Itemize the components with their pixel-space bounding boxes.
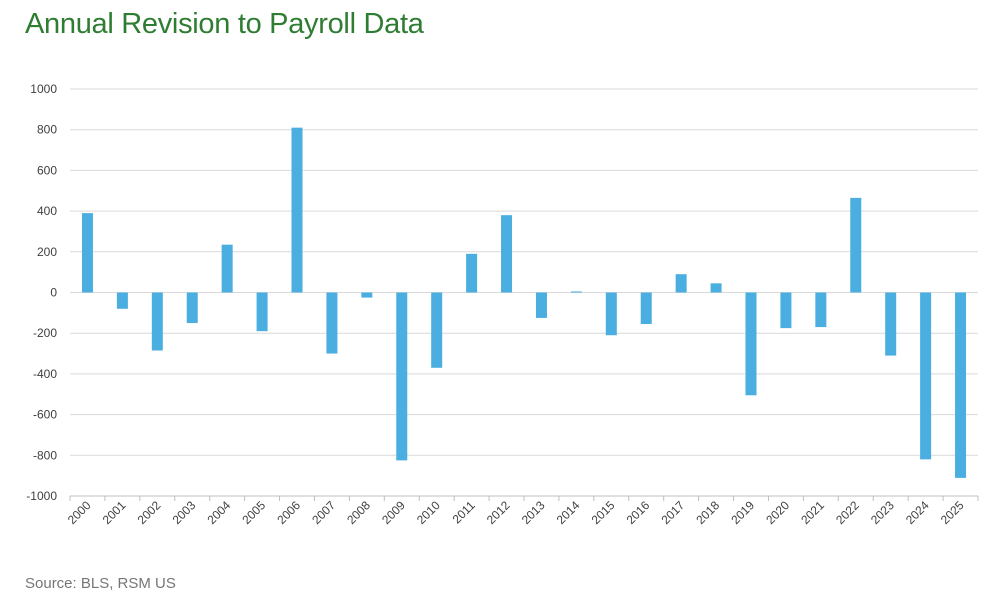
- bar-2014: [570, 291, 582, 293]
- x-tick-label: 2009: [379, 498, 408, 527]
- x-tick-label: 2010: [414, 498, 443, 527]
- bars: [81, 127, 967, 478]
- y-tick-label: -800: [33, 448, 57, 462]
- bar-2011: [466, 253, 478, 293]
- bar-2005: [256, 292, 268, 332]
- bar-2008: [361, 292, 373, 298]
- x-tick-label: 2005: [239, 498, 268, 527]
- bar-2017: [675, 274, 687, 293]
- y-tick-label: -200: [33, 326, 57, 340]
- x-tick-label: 2021: [798, 498, 827, 527]
- x-tick-label: 2022: [833, 498, 862, 527]
- bar-2002: [151, 292, 163, 351]
- bar-2013: [535, 292, 547, 318]
- x-tick-label: 2000: [65, 498, 94, 527]
- x-tick-label: 2019: [728, 498, 757, 527]
- bar-2018: [710, 283, 722, 293]
- bar-2025: [955, 292, 967, 478]
- x-tick-label: 2015: [589, 498, 618, 527]
- x-tick-label: 2004: [204, 498, 233, 527]
- x-tick-label: 2014: [554, 498, 583, 527]
- x-tick-label: 2006: [274, 498, 303, 527]
- chart-title: Annual Revision to Payroll Data: [25, 8, 424, 40]
- x-tick-label: 2011: [450, 498, 478, 526]
- bar-2024: [920, 292, 932, 460]
- gridlines: [70, 88, 978, 497]
- y-tick-label: 1000: [30, 82, 57, 96]
- x-tick-label: 2023: [868, 498, 897, 527]
- x-tick-label: 2008: [344, 498, 373, 527]
- bar-2021: [815, 292, 827, 328]
- y-axis-ticks: 1000 800 600 400 200 0 -200 -400 -600 -800 -1000: [26, 82, 57, 503]
- y-tick-label: 600: [37, 163, 57, 177]
- x-tick-label: 2001: [100, 498, 129, 527]
- bar-2023: [885, 292, 897, 356]
- x-tick-label: 2007: [309, 498, 338, 527]
- x-tick-label: 2024: [903, 498, 932, 527]
- source-note: Source: BLS, RSM US: [25, 575, 176, 592]
- bar-2009: [396, 292, 408, 461]
- y-tick-label: -400: [33, 367, 57, 381]
- x-tick-label: 2025: [938, 498, 967, 527]
- x-tick-label: 2012: [484, 498, 513, 527]
- y-tick-label: 400: [37, 204, 57, 218]
- bar-2006: [291, 127, 303, 293]
- x-tick-label: 2003: [170, 498, 199, 527]
- x-axis-ticks: 2000 2001 2002 2003 2004 2005 2006 2007 2008 2009…: [65, 498, 967, 527]
- x-tick-label: 2020: [763, 498, 792, 527]
- x-axis: [69, 495, 979, 501]
- bar-2019: [745, 292, 757, 396]
- x-tick-label: 2017: [658, 498, 687, 527]
- bar-2022: [850, 197, 862, 293]
- bar-2016: [640, 292, 652, 325]
- bar-2010: [431, 292, 443, 368]
- y-tick-label: -1000: [26, 489, 57, 503]
- bar-2012: [501, 215, 513, 293]
- bar-2004: [221, 244, 233, 293]
- x-tick-label: 2018: [693, 498, 722, 527]
- y-tick-label: 0: [50, 286, 57, 300]
- bar-2003: [186, 292, 198, 324]
- y-tick-label: -600: [33, 408, 57, 422]
- y-tick-label: 200: [37, 245, 57, 259]
- bar-2000: [81, 213, 93, 293]
- x-tick-label: 2013: [519, 498, 548, 527]
- bar-2007: [326, 292, 338, 354]
- bar-2001: [116, 292, 128, 309]
- x-tick-label: 2016: [624, 498, 653, 527]
- y-tick-label: 800: [37, 123, 57, 137]
- x-tick-label: 2002: [135, 498, 164, 527]
- bar-2015: [605, 292, 617, 336]
- bar-2020: [780, 292, 792, 329]
